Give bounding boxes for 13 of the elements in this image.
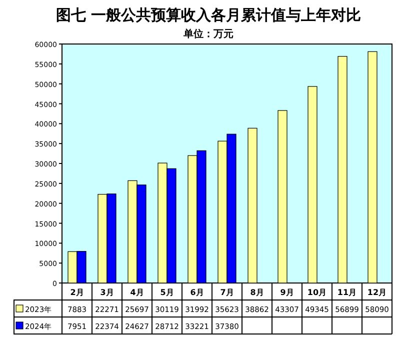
chart-subtitle: 单位：万元 [182, 28, 234, 40]
x-tick-label: 2月 [70, 288, 84, 297]
x-tick-label: 9月 [280, 288, 294, 297]
x-tick-label: 4月 [130, 288, 144, 297]
x-tick-label: 8月 [250, 288, 264, 297]
x-tick-label: 10月 [307, 288, 327, 297]
x-tick-label: 7月 [220, 288, 234, 297]
x-tick-label: 6月 [190, 288, 204, 297]
x-tick-label: 11月 [337, 288, 357, 297]
chart-title: 图七 一般公共预算收入各月累计值与上年对比 [56, 6, 362, 24]
x-tick-label: 12月 [367, 288, 387, 297]
x-tick-label: 3月 [100, 288, 114, 297]
x-tick-label: 5月 [160, 288, 174, 297]
